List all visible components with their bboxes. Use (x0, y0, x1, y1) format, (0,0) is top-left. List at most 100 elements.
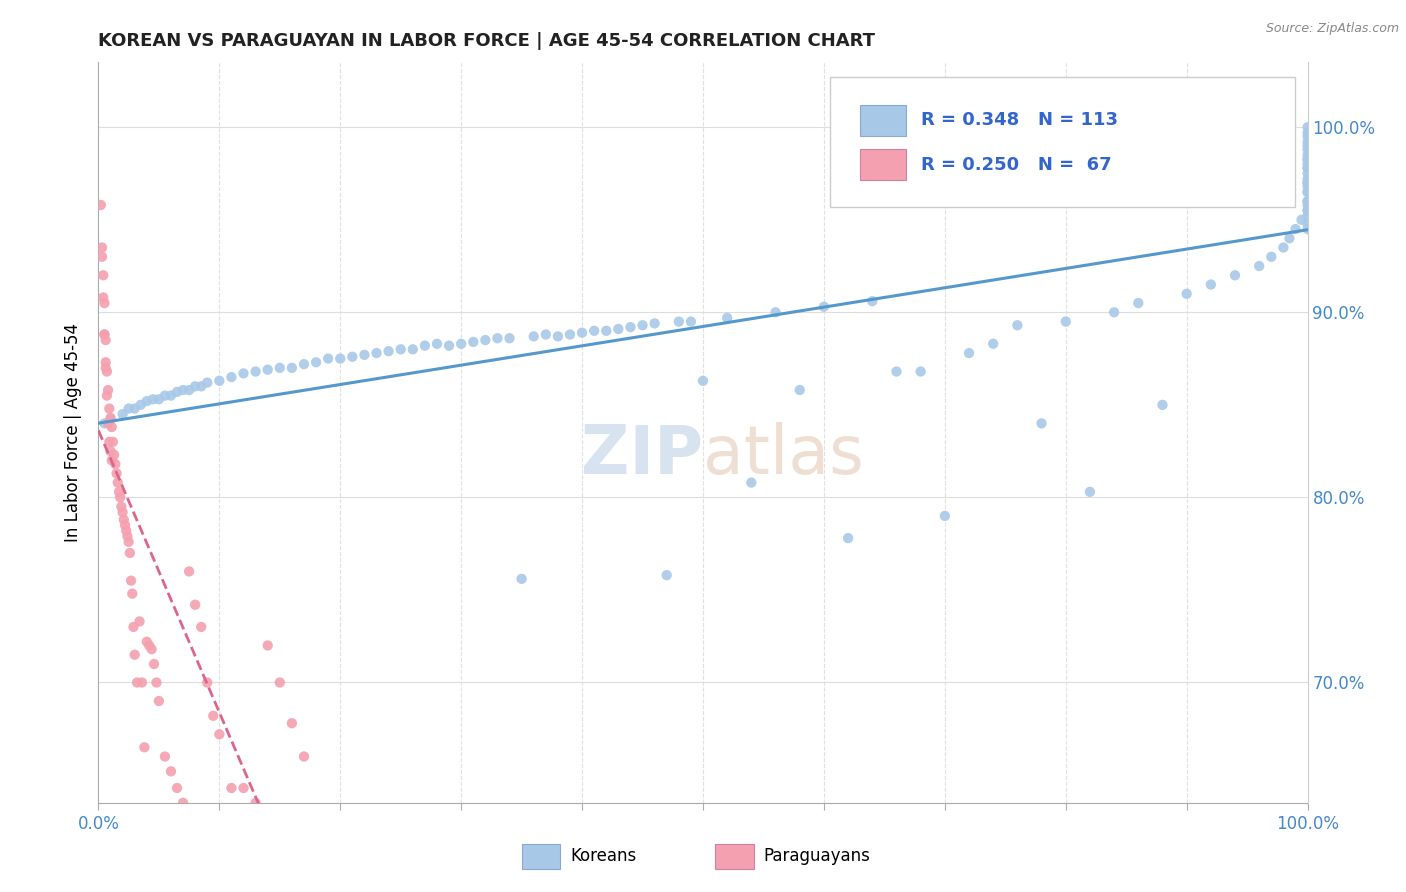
Point (122, 620, 145, 634)
Point (104, 457, 127, 471)
Point (813, 300, 835, 314)
Point (269, 360, 291, 375)
Point (208, 374, 231, 388)
Point (93, 296, 115, 310)
Point (1296, 222, 1319, 236)
Point (1152, 398, 1174, 412)
Point (765, 305, 787, 319)
Point (1296, 143, 1319, 157)
Point (135, 634, 157, 648)
Point (91, 291, 114, 305)
Point (1296, 176, 1319, 190)
Point (329, 351, 352, 366)
Point (523, 329, 546, 343)
Point (118, 401, 141, 416)
Point (131, 675, 153, 690)
Point (232, 780, 254, 795)
Point (143, 657, 166, 671)
Text: atlas: atlas (703, 422, 863, 488)
Point (179, 565, 201, 579)
Point (1249, 259, 1271, 273)
Point (450, 336, 472, 351)
Point (166, 780, 188, 795)
Point (1296, 152, 1319, 166)
Point (97, 417, 120, 431)
Point (98, 434, 121, 449)
Point (94, 360, 117, 375)
Point (716, 310, 738, 325)
Point (97, 383, 120, 397)
Point (668, 314, 690, 328)
Point (305, 355, 328, 369)
Point (148, 392, 170, 407)
Point (402, 343, 425, 357)
Point (91, 250, 114, 264)
Point (1296, 135, 1319, 149)
Point (1296, 148, 1319, 162)
Point (1031, 417, 1053, 431)
Point (558, 327, 581, 342)
Point (118, 546, 141, 560)
Point (1296, 157, 1319, 171)
Point (910, 365, 932, 379)
Point (1296, 194, 1319, 209)
Point (789, 383, 811, 397)
Point (127, 675, 149, 690)
Point (138, 639, 160, 653)
Point (172, 383, 194, 397)
Point (120, 574, 142, 588)
Point (619, 320, 641, 334)
Point (153, 389, 176, 403)
Point (389, 343, 412, 357)
Point (1054, 314, 1077, 328)
Point (595, 324, 617, 338)
Point (121, 587, 143, 601)
FancyBboxPatch shape (860, 149, 905, 180)
Point (141, 642, 163, 657)
Point (1284, 222, 1306, 236)
Text: ZIP: ZIP (581, 422, 703, 488)
Point (437, 338, 460, 352)
Point (117, 529, 139, 543)
Point (153, 749, 176, 764)
Point (366, 346, 388, 360)
Point (256, 362, 278, 376)
Point (571, 326, 593, 340)
Point (1296, 126, 1319, 140)
Point (692, 374, 714, 388)
Point (1296, 203, 1319, 218)
Point (1199, 277, 1222, 292)
Point (195, 675, 218, 690)
Point (463, 334, 485, 349)
Point (91, 240, 114, 254)
Point (172, 796, 194, 810)
Point (160, 764, 183, 779)
Point (342, 350, 364, 364)
Point (1128, 296, 1150, 310)
Point (100, 410, 122, 425)
Point (93, 327, 115, 342)
Point (1296, 138, 1319, 153)
Point (93, 417, 115, 431)
Point (607, 322, 630, 336)
Point (108, 484, 131, 499)
Point (1291, 212, 1313, 227)
Point (353, 348, 375, 362)
Point (232, 367, 254, 381)
Point (740, 475, 762, 490)
Point (128, 615, 150, 629)
FancyBboxPatch shape (522, 844, 561, 870)
Point (256, 639, 278, 653)
Point (474, 333, 496, 347)
Point (1296, 129, 1319, 144)
Point (190, 379, 212, 393)
Text: Paraguayans: Paraguayans (763, 847, 870, 865)
Point (1296, 166, 1319, 180)
Point (111, 407, 134, 421)
Point (1296, 203, 1319, 218)
Point (112, 513, 135, 527)
Point (142, 392, 165, 407)
Point (1296, 161, 1319, 175)
Point (292, 749, 315, 764)
Point (1296, 194, 1319, 209)
